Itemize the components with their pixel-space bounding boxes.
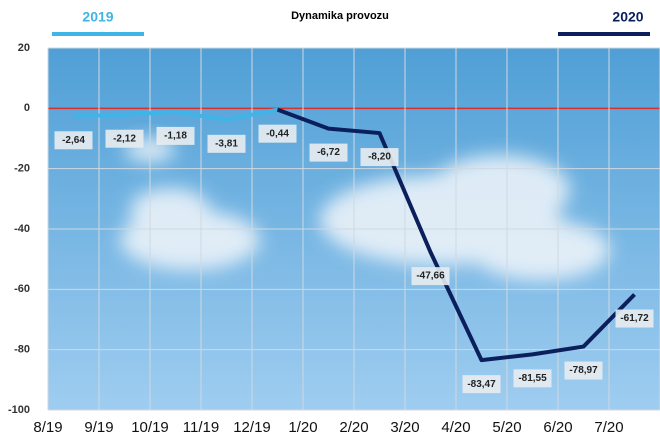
x-tick-label: 10/19	[131, 419, 169, 436]
x-tick-label: 2/20	[339, 419, 368, 436]
data-label: -3,81	[215, 138, 238, 149]
y-tick-label: -80	[14, 344, 30, 356]
data-label-box	[360, 148, 399, 167]
data-label: -0,44	[266, 128, 289, 139]
x-tick-label: 4/20	[441, 419, 470, 436]
data-label: -6,72	[317, 147, 340, 158]
x-tick-label: 5/20	[492, 419, 521, 436]
data-label-box	[54, 131, 93, 150]
data-label: -83,47	[467, 379, 496, 390]
legend-label: 2020	[612, 9, 643, 25]
data-label-box	[462, 375, 501, 394]
data-label: -78,97	[569, 365, 598, 376]
legend-label: 2019	[82, 9, 113, 25]
data-label: -1,18	[164, 131, 187, 142]
data-label-box	[105, 129, 144, 148]
data-label: -81,55	[518, 373, 547, 384]
data-label-box	[564, 361, 603, 380]
y-tick-label: 0	[24, 102, 30, 114]
data-label-box	[207, 134, 246, 153]
x-tick-label: 3/20	[390, 419, 419, 436]
data-label: -8,20	[368, 152, 391, 163]
y-tick-label: -40	[14, 223, 30, 235]
data-label: -47,66	[416, 271, 445, 282]
x-tick-label: 11/19	[183, 419, 219, 436]
y-tick-label: -20	[14, 163, 30, 175]
data-label-box	[309, 143, 348, 162]
y-tick-label: 20	[18, 42, 30, 54]
x-tick-label: 6/20	[543, 419, 572, 436]
data-label: -61,72	[620, 313, 649, 324]
data-label-box	[258, 124, 297, 143]
data-label-box	[513, 369, 552, 388]
data-label: -2,12	[113, 133, 136, 144]
data-label-box	[156, 126, 195, 145]
x-tick-label: 8/19	[33, 419, 62, 436]
series-line	[276, 107, 636, 363]
x-tick-label: 12/19	[233, 419, 271, 436]
y-tick-label: -100	[8, 404, 30, 416]
x-tick-label: 1/20	[288, 419, 317, 436]
chart-title: Dynamika provozu	[291, 10, 389, 22]
x-tick-label: 7/20	[594, 419, 623, 436]
x-tick-label: 9/19	[84, 419, 113, 436]
data-label-box	[615, 309, 654, 328]
data-label-box	[411, 267, 450, 286]
series-line	[73, 107, 278, 122]
y-tick-label: -60	[14, 283, 30, 295]
data-label: -2,64	[62, 135, 85, 146]
